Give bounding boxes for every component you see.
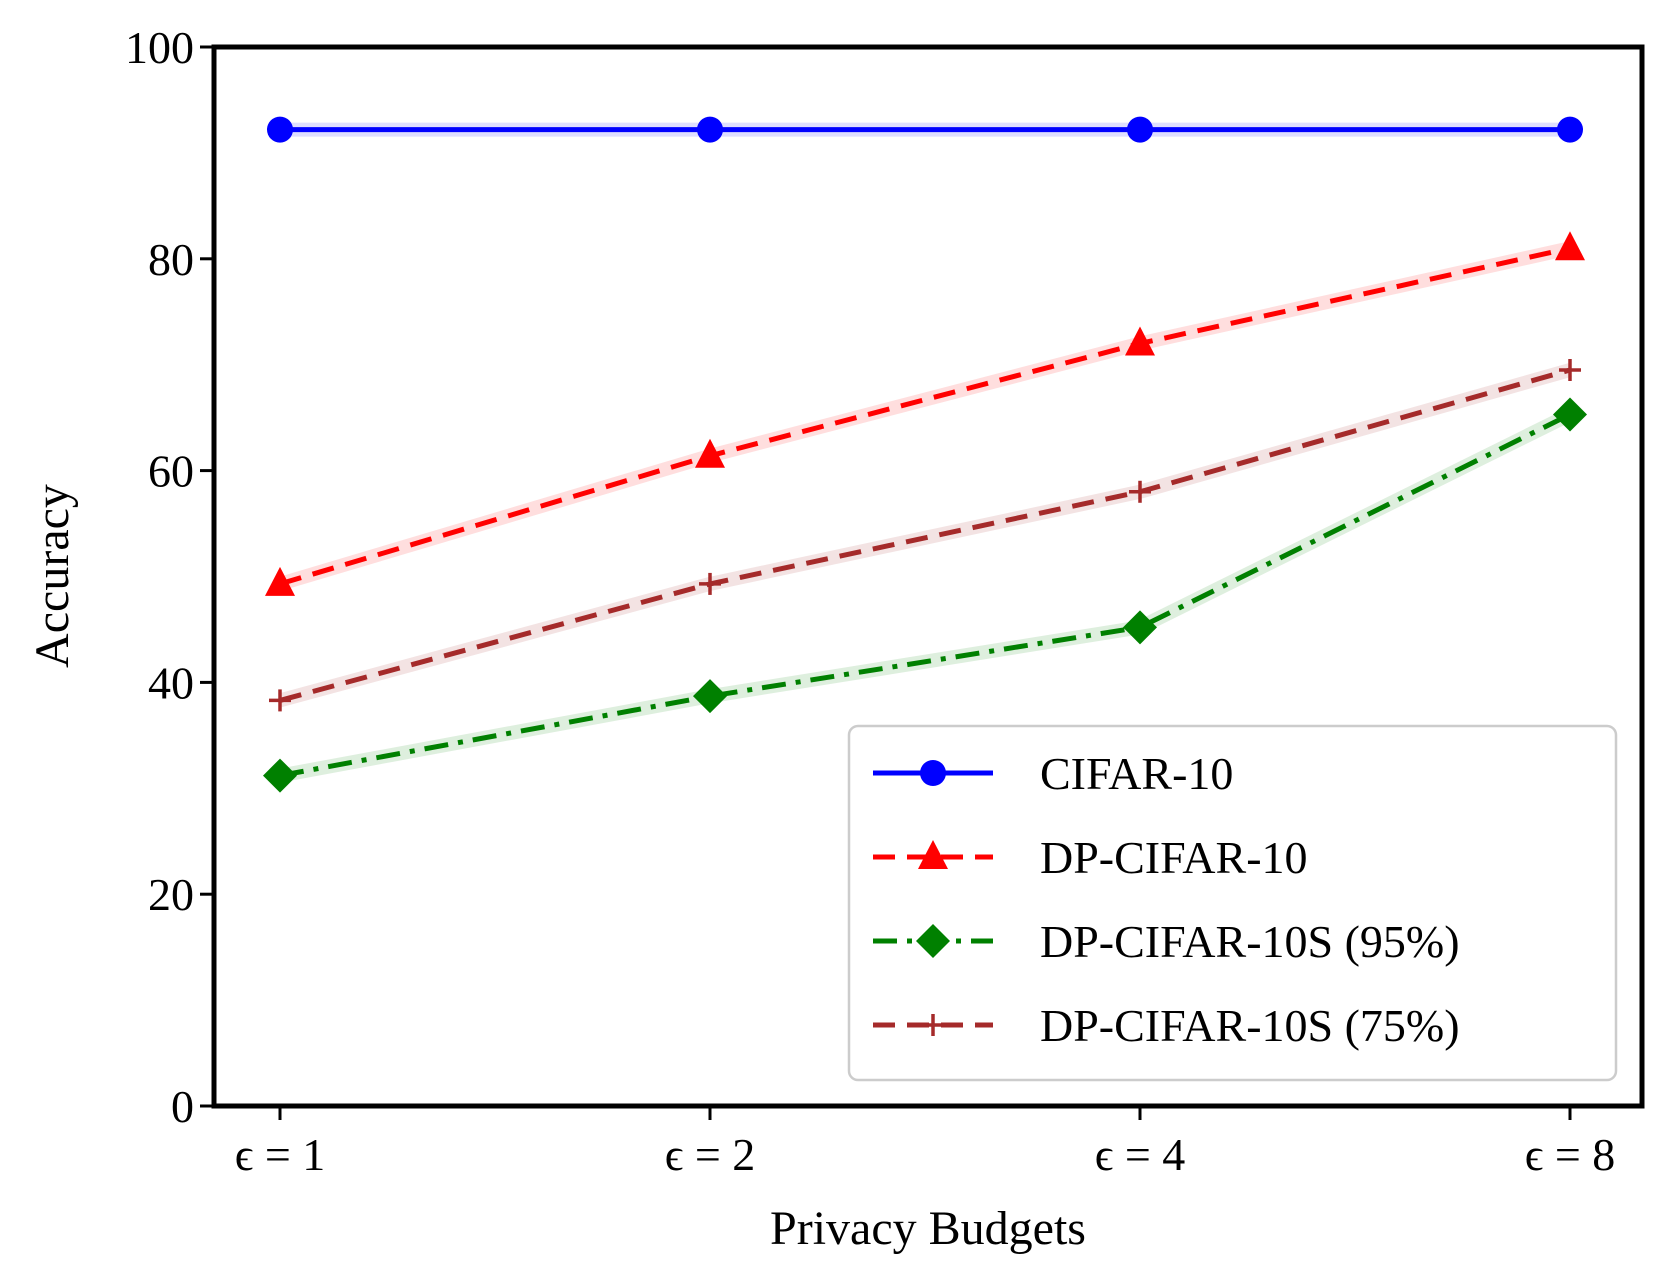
plot-frame — [211, 44, 1645, 1109]
legend-marker — [916, 924, 950, 958]
x-tick-label: ϵ = 8 — [1525, 1129, 1616, 1180]
x-tick-label: ϵ = 2 — [665, 1129, 756, 1180]
y-axis-label: Accuracy — [26, 484, 79, 668]
data-point — [699, 572, 721, 595]
axes-layer: 0 20 40 60 80 100 ϵ = 1 ϵ = 2 ϵ = 4 ϵ = 8 — [125, 22, 1615, 1180]
series-band — [278, 363, 1572, 708]
series-layer — [263, 116, 1587, 793]
legend-label: CIFAR-10 — [1040, 748, 1233, 799]
data-point — [267, 116, 293, 143]
y-tick-label: 60 — [148, 446, 194, 497]
data-point — [1557, 116, 1583, 143]
y-tick-label: 20 — [148, 869, 194, 920]
legend-label: DP-CIFAR-10 — [1040, 832, 1308, 883]
x-tick-label: ϵ = 1 — [235, 1129, 326, 1180]
legend-marker — [922, 1014, 944, 1036]
data-point — [265, 566, 295, 596]
data-point — [1125, 326, 1155, 356]
y-tick-label: 80 — [148, 234, 194, 285]
data-point — [1129, 480, 1151, 503]
y-tick-label: 100 — [125, 22, 194, 73]
series-line — [279, 412, 1572, 779]
legend: CIFAR-10 DP-CIFAR-10 DP-CIFAR-10S (95%) DP-… — [847, 724, 1618, 1082]
legend-label: DP-CIFAR-10S (95%) — [1040, 916, 1460, 967]
legend-frame — [847, 724, 1618, 1082]
data-point — [1127, 116, 1153, 143]
data-point — [1559, 358, 1581, 381]
legend-marker — [920, 760, 946, 786]
data-point — [1553, 397, 1587, 432]
y-tick-label: 0 — [171, 1081, 194, 1132]
data-point — [693, 679, 727, 714]
data-point — [263, 758, 297, 793]
series-line — [279, 245, 1571, 587]
series-band — [278, 408, 1574, 783]
data-point — [1555, 231, 1585, 261]
x-axis-label: Privacy Budgets — [770, 1202, 1086, 1255]
data-point — [1123, 610, 1157, 645]
series-line — [279, 367, 1571, 703]
x-tick-label: ϵ = 4 — [1095, 1129, 1186, 1180]
data-point — [697, 116, 723, 143]
legend-marker — [918, 840, 948, 869]
legend-label: DP-CIFAR-10S (75%) — [1040, 1000, 1460, 1051]
y-tick-label: 40 — [148, 657, 194, 708]
data-point — [695, 438, 725, 468]
data-point — [269, 689, 291, 712]
